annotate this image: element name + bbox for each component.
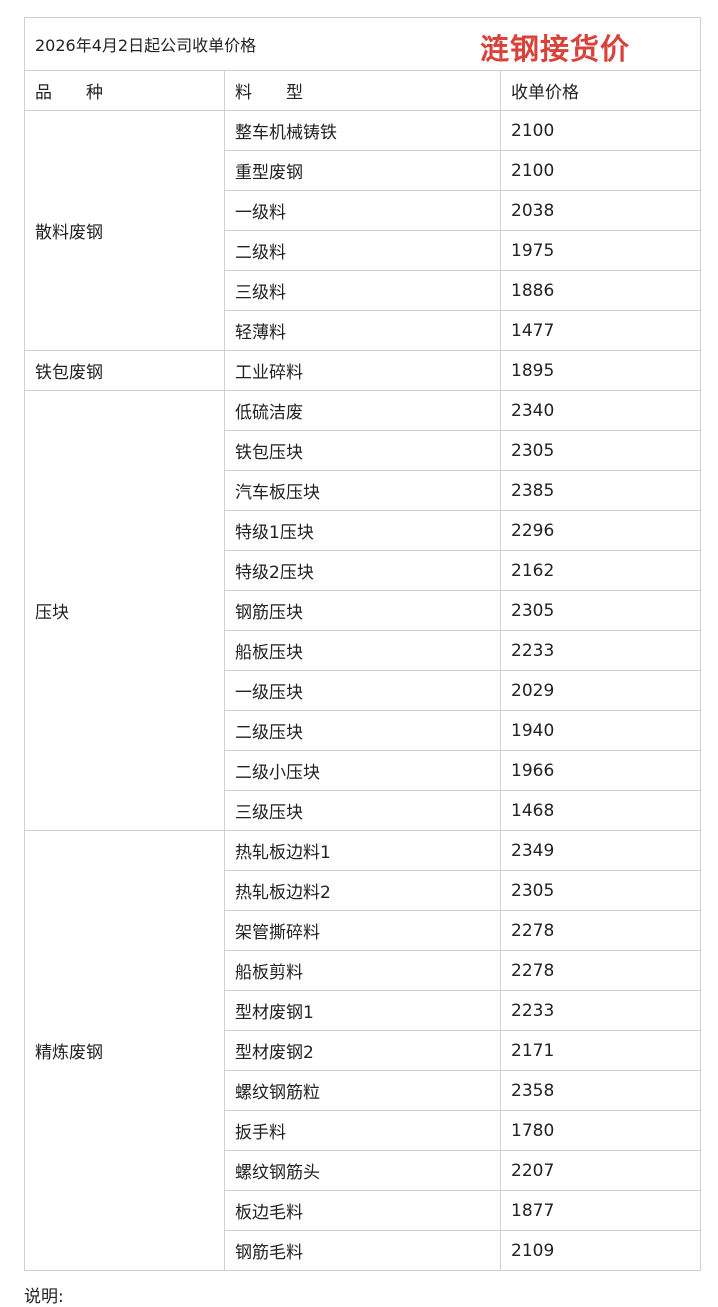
data-row: 铁包压块 2305 (25, 430, 702, 471)
type-cell: 三级压块 (224, 790, 501, 831)
type-cell: 船板压块 (224, 630, 501, 671)
price-cell: 2358 (499, 1070, 702, 1111)
price-cell: 2171 (499, 1030, 702, 1071)
data-row: 特级2压块 2162 (25, 550, 702, 591)
type-cell: 低硫洁废 (224, 390, 501, 431)
title: 2026年4月2日起公司收单价格 (35, 36, 257, 55)
price-cell: 2385 (499, 470, 702, 511)
data-row: 二级压块 1940 (25, 710, 702, 751)
header-cell: 2026年4月2日起公司收单价格 涟钢接货价 (23, 17, 702, 71)
type-cell: 二级料 (224, 230, 501, 271)
type-cell: 铁包压块 (224, 430, 501, 471)
column-row: 品 种 料 型 收单价格 (24, 70, 702, 111)
price-cell: 1940 (499, 710, 702, 751)
type-cell: 船板剪料 (224, 950, 501, 991)
footer-note: 说明: (24, 1287, 64, 1307)
price-cell: 2100 (499, 150, 702, 191)
type-cell: 整车机械铸铁 (224, 110, 501, 151)
price-cell: 2233 (499, 630, 702, 671)
price-cell: 2305 (499, 870, 702, 911)
data-row: 型材废钢2 2171 (25, 1030, 702, 1071)
price-cell: 1895 (499, 350, 702, 391)
column-header: 料 型 (224, 70, 501, 111)
price-cell: 2233 (499, 990, 702, 1031)
price-cell: 2109 (499, 1230, 702, 1271)
type-cell: 三级料 (224, 270, 501, 311)
type-cell: 钢筋毛料 (224, 1230, 501, 1271)
price-cell: 2296 (499, 510, 702, 551)
data-row: 二级料 1975 (25, 230, 702, 271)
type-cell: 热轧板边料2 (224, 870, 501, 911)
data-row: 汽车板压块 2385 (25, 470, 702, 511)
price-cell: 2038 (499, 190, 702, 231)
price-cell: 1468 (499, 790, 702, 831)
price-cell: 1477 (499, 310, 702, 351)
data-row: 一级压块 2029 (25, 670, 702, 711)
category-cell: 铁包废钢 (24, 350, 225, 391)
type-cell: 钢筋压块 (224, 590, 501, 631)
data-row: 钢筋毛料 2109 (25, 1230, 702, 1271)
type-cell: 架管撕碎料 (224, 910, 501, 951)
price-cell: 2305 (499, 590, 702, 631)
data-row: 铁包废钢 工业碎料 1895 (24, 350, 702, 391)
type-cell: 二级小压块 (224, 750, 501, 791)
price-cell: 2349 (499, 830, 702, 871)
data-row: 热轧板边料2 2305 (25, 870, 702, 911)
price-cell: 2100 (499, 110, 702, 151)
data-row: 架管撕碎料 2278 (25, 910, 702, 951)
price-cell: 2207 (499, 1150, 702, 1191)
type-cell: 特级2压块 (224, 550, 501, 591)
price-cell: 2340 (499, 390, 702, 431)
header-row: 2026年4月2日起公司收单价格 涟钢接货价 (23, 17, 702, 71)
table-body: 2026年4月2日起公司收单价格 涟钢接货价 品 种 料 型 收单价格 散料废钢… (23, 17, 702, 1271)
price-cell: 2278 (499, 910, 702, 951)
price-cell: 1877 (499, 1190, 702, 1231)
data-row: 螺纹钢筋头 2207 (25, 1150, 702, 1191)
type-cell: 板边毛料 (224, 1190, 501, 1231)
data-row: 压块 低硫洁废 2340 (24, 390, 702, 831)
data-row: 散料废钢 整车机械铸铁 2100 (24, 110, 702, 351)
badge: 涟钢接货价 (480, 32, 631, 66)
price-cell: 1966 (499, 750, 702, 791)
category-cell: 压块 (24, 390, 225, 831)
type-cell: 螺纹钢筋粒 (224, 1070, 501, 1111)
price-cell: 2305 (499, 430, 702, 471)
category-cell: 精炼废钢 (24, 830, 225, 1271)
type-cell: 工业碎料 (224, 350, 501, 391)
price-cell: 1975 (499, 230, 702, 271)
type-cell: 特级1压块 (224, 510, 501, 551)
data-row: 重型废钢 2100 (25, 150, 702, 191)
type-cell: 轻薄料 (224, 310, 501, 351)
type-cell: 型材废钢1 (224, 990, 501, 1031)
data-row: 扳手料 1780 (25, 1110, 702, 1151)
data-row: 特级1压块 2296 (25, 510, 702, 551)
data-row: 二级小压块 1966 (25, 750, 702, 791)
price-cell: 2029 (499, 670, 702, 711)
price-table: 2026年4月2日起公司收单价格 涟钢接货价 品 种 料 型 收单价格 散料废钢… (23, 17, 702, 1271)
type-cell: 一级料 (224, 190, 501, 231)
type-cell: 螺纹钢筋头 (224, 1150, 501, 1191)
data-row: 钢筋压块 2305 (25, 590, 702, 631)
data-row: 轻薄料 1477 (25, 310, 702, 351)
type-cell: 型材废钢2 (224, 1030, 501, 1071)
column-header: 品 种 (24, 70, 225, 111)
price-cell: 1780 (499, 1110, 702, 1151)
type-cell: 二级压块 (224, 710, 501, 751)
type-cell: 一级压块 (224, 670, 501, 711)
column-header: 收单价格 (499, 70, 702, 111)
type-cell: 汽车板压块 (224, 470, 501, 511)
data-row: 一级料 2038 (25, 190, 702, 231)
type-cell: 重型废钢 (224, 150, 501, 191)
price-cell: 1886 (499, 270, 702, 311)
price-cell: 2162 (499, 550, 702, 591)
data-row: 船板压块 2233 (25, 630, 702, 671)
type-cell: 扳手料 (224, 1110, 501, 1151)
data-row: 三级料 1886 (25, 270, 702, 311)
type-cell: 热轧板边料1 (224, 830, 501, 871)
data-row: 三级压块 1468 (25, 790, 702, 831)
data-row: 精炼废钢 热轧板边料1 2349 (24, 830, 702, 1271)
category-cell: 散料废钢 (24, 110, 225, 351)
price-cell: 2278 (499, 950, 702, 991)
